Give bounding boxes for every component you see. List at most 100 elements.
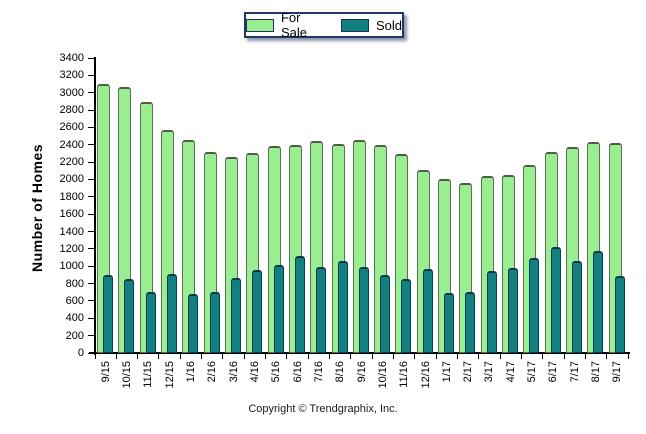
bar-sold <box>209 292 220 353</box>
bar-sold <box>358 267 369 353</box>
x-tick-label: 11/15 <box>142 361 155 388</box>
bar-sold <box>103 274 113 353</box>
y-tick <box>88 126 94 128</box>
x-tick <box>520 354 522 359</box>
y-tick <box>88 196 94 198</box>
x-tick-label: 3/17 <box>483 361 496 383</box>
bar-sold <box>572 261 583 353</box>
x-tick-label: 8/17 <box>590 361 603 383</box>
y-tick-label: 1000 <box>59 260 84 273</box>
y-tick <box>88 231 94 233</box>
y-tick-label: 2000 <box>59 173 84 186</box>
sold-legend-label: Sold <box>375 17 403 33</box>
y-tick-label: 2200 <box>59 156 84 169</box>
x-tick-label: 9/15 <box>99 361 112 383</box>
x-tick-label: 1/16 <box>184 361 197 383</box>
x-tick <box>307 354 309 359</box>
bar-sold <box>230 277 241 353</box>
legend: For Sale Sold <box>244 10 404 40</box>
x-tick <box>584 354 586 359</box>
for-sale-legend-label: For Sale <box>280 10 307 40</box>
x-tick <box>350 354 352 359</box>
bar-sold <box>422 268 433 353</box>
y-tick <box>88 283 94 285</box>
y-tick-label: 1600 <box>59 208 84 221</box>
y-tick <box>88 265 94 267</box>
y-tick <box>88 178 94 180</box>
bar-sold <box>508 267 519 353</box>
y-axis-line <box>93 57 96 355</box>
y-tick <box>88 57 94 59</box>
x-tick <box>286 354 288 359</box>
x-tick <box>499 354 501 359</box>
x-axis-line <box>89 352 630 354</box>
x-tick <box>201 354 203 359</box>
y-tick <box>88 109 94 111</box>
x-tick-label: 4/16 <box>248 361 261 383</box>
y-tick-label: 0 <box>77 347 84 359</box>
x-tick-label: 6/16 <box>291 361 304 383</box>
x-tick-label: 10/15 <box>121 361 134 389</box>
x-tick-label: 11/16 <box>398 361 411 388</box>
y-tick-label: 1200 <box>59 242 84 255</box>
x-tick-label: 4/17 <box>504 361 517 383</box>
y-tick <box>88 335 94 337</box>
x-tick-label: 9/17 <box>611 361 624 383</box>
x-tick <box>478 354 480 359</box>
y-tick-label: 2400 <box>59 138 84 151</box>
x-tick <box>137 354 139 359</box>
x-tick <box>371 354 373 359</box>
bar-sold <box>273 265 284 353</box>
bar-sold <box>550 247 561 353</box>
x-tick <box>329 354 331 359</box>
x-tick <box>563 354 565 359</box>
x-tick <box>542 354 544 359</box>
y-tick-label: 1800 <box>59 190 84 203</box>
y-tick <box>88 248 94 250</box>
x-tick-label: 5/16 <box>270 361 283 383</box>
y-tick-label: 1400 <box>59 225 84 238</box>
y-tick-label: 3400 <box>59 52 84 64</box>
x-tick <box>392 354 394 359</box>
x-tick <box>222 354 224 359</box>
y-tick-label: 600 <box>65 294 84 307</box>
bar-sold <box>465 292 476 353</box>
bar-sold <box>294 255 305 353</box>
x-tick <box>606 354 608 359</box>
x-tick-label: 2/17 <box>462 361 475 383</box>
for-sale-swatch <box>246 18 274 32</box>
bar-sold <box>124 279 135 353</box>
bar-sold <box>252 269 263 353</box>
x-tick-label: 12/15 <box>163 361 176 389</box>
y-tick-label: 2800 <box>59 104 84 117</box>
bar-sold <box>145 292 156 353</box>
y-tick <box>88 300 94 302</box>
x-tick <box>456 354 458 359</box>
y-tick <box>88 144 94 146</box>
y-tick-label: 200 <box>65 329 84 342</box>
y-tick-label: 3000 <box>59 86 84 99</box>
y-tick-label: 400 <box>65 312 84 325</box>
sold-swatch <box>341 18 369 32</box>
x-tick-label: 5/17 <box>526 361 539 383</box>
bar-sold <box>316 267 327 353</box>
x-tick-label: 6/17 <box>547 361 560 383</box>
bar-sold <box>380 274 391 353</box>
x-tick <box>435 354 437 359</box>
x-tick-label: 7/17 <box>568 361 581 383</box>
y-tick <box>88 92 94 94</box>
y-tick <box>88 161 94 163</box>
bar-sold <box>188 294 199 353</box>
x-tick-label: 12/16 <box>419 361 432 389</box>
bar-sold <box>337 261 348 353</box>
y-tick <box>88 213 94 215</box>
x-tick <box>627 354 629 359</box>
x-tick <box>414 354 416 359</box>
x-tick-label: 7/16 <box>312 361 325 383</box>
y-tick <box>88 317 94 319</box>
x-tick-label: 3/16 <box>227 361 240 383</box>
y-tick <box>88 74 94 76</box>
bar-sold <box>593 250 604 353</box>
bar-sold <box>529 258 540 353</box>
